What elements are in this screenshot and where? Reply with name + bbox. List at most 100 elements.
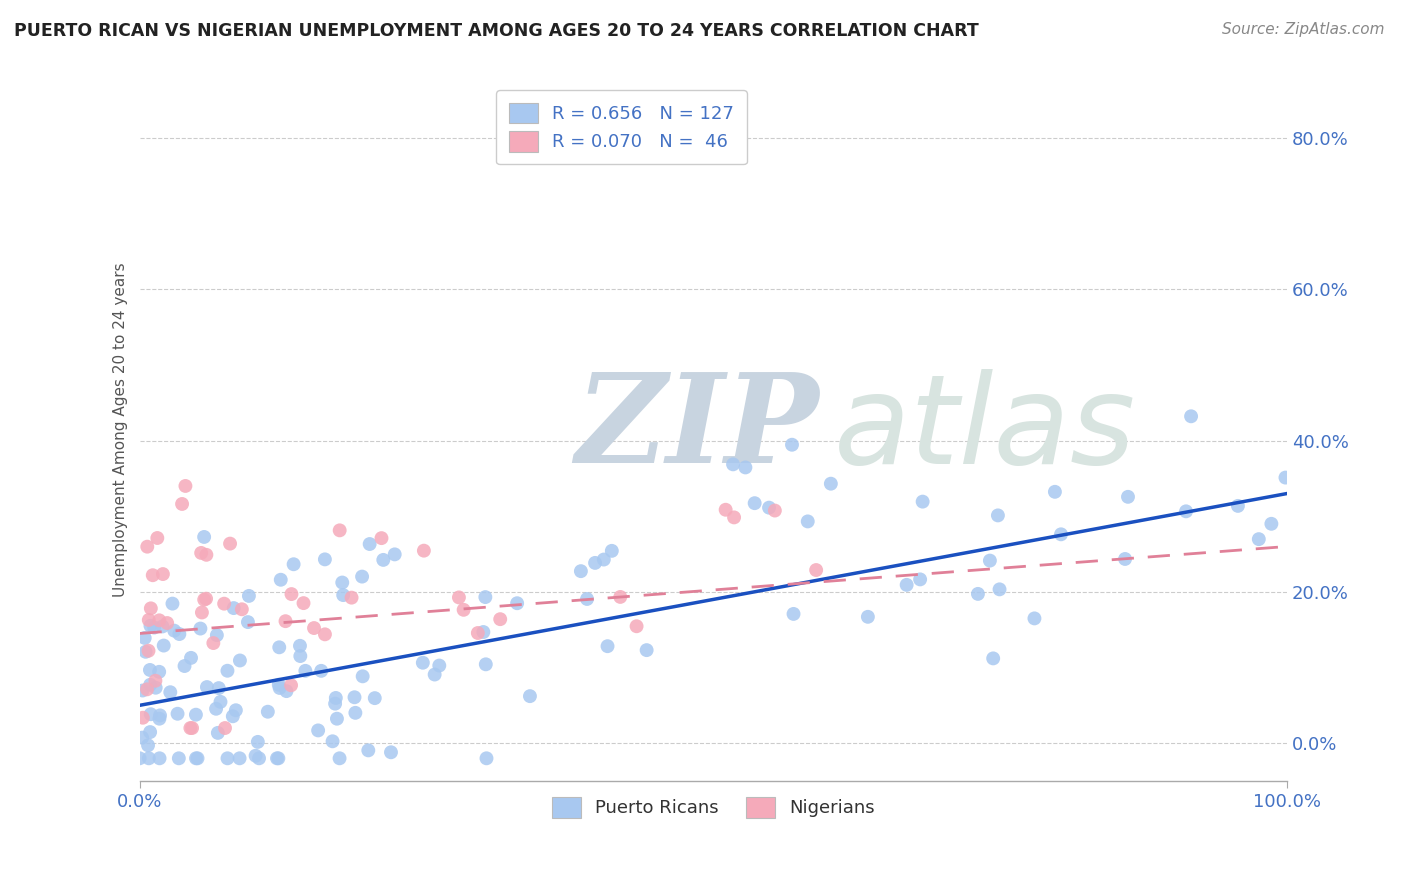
Point [139,619,162,633]
Point [131,731,153,745]
Point [780,438,803,452]
Text: Source: ZipAtlas.com: Source: ZipAtlas.com [1222,22,1385,37]
Text: ZIP: ZIP [575,368,820,490]
Point [1116,490,1139,504]
Point [152,567,174,582]
Point [1114,552,1136,566]
Point [758,500,780,515]
Point [820,476,842,491]
Point [217,751,239,765]
Point [744,496,766,510]
Point [721,458,744,472]
Point [195,591,218,606]
Point [322,734,344,748]
Point [427,658,450,673]
Point [329,751,352,765]
Point [136,739,159,753]
Point [162,597,184,611]
Point [131,683,153,698]
Point [205,702,228,716]
Point [908,573,931,587]
Point [600,544,623,558]
Point [723,510,745,524]
Text: PUERTO RICAN VS NIGERIAN UNEMPLOYMENT AMONG AGES 20 TO 24 YEARS CORRELATION CHAR: PUERTO RICAN VS NIGERIAN UNEMPLOYMENT AM… [14,22,979,40]
Point [309,664,332,678]
Point [193,592,215,607]
Point [174,479,197,493]
Point [283,558,305,572]
Point [979,553,1001,567]
Point [184,707,207,722]
Point [626,619,648,633]
Point [267,678,290,692]
Point [228,751,250,765]
Point [222,601,245,615]
Point [225,703,247,717]
Point [911,494,934,508]
Point [380,745,402,759]
Point [583,556,606,570]
Point [190,622,212,636]
Point [148,665,170,679]
Point [269,640,291,655]
Point [294,664,316,678]
Point [132,711,155,725]
Point [245,748,267,763]
Point [325,690,347,705]
Point [1274,470,1296,484]
Point [167,751,190,765]
Point [506,596,529,610]
Point [274,614,297,628]
Point [152,639,174,653]
Point [1247,532,1270,546]
Point [195,680,218,694]
Point [987,508,1010,523]
Point [467,626,489,640]
Point [173,659,195,673]
Point [326,712,349,726]
Point [797,515,820,529]
Point [229,653,252,667]
Point [209,695,232,709]
Point [472,625,495,640]
Point [138,644,160,658]
Point [148,613,170,627]
Point [136,540,159,554]
Point [212,597,235,611]
Point [231,602,253,616]
Point [519,689,541,703]
Point [359,537,381,551]
Point [139,663,162,677]
Point [238,589,260,603]
Point [290,648,312,663]
Point [734,460,756,475]
Point [576,591,599,606]
Point [143,621,166,635]
Point [352,669,374,683]
Point [453,603,475,617]
Point [343,690,366,705]
Legend: Puerto Ricans, Nigerians: Puerto Ricans, Nigerians [544,789,882,825]
Point [181,721,204,735]
Point [184,751,207,765]
Point [1175,504,1198,518]
Point [896,578,918,592]
Point [1226,499,1249,513]
Point [195,548,218,562]
Point [156,615,179,630]
Point [166,706,188,721]
Point [384,547,406,561]
Point [596,639,619,653]
Point [314,627,336,641]
Point [142,568,165,582]
Point [1024,611,1046,625]
Point [186,751,208,765]
Point [714,502,737,516]
Point [139,707,162,722]
Point [489,612,512,626]
Point [280,587,302,601]
Point [163,624,186,638]
Point [149,708,172,723]
Point [763,503,786,517]
Point [219,536,242,550]
